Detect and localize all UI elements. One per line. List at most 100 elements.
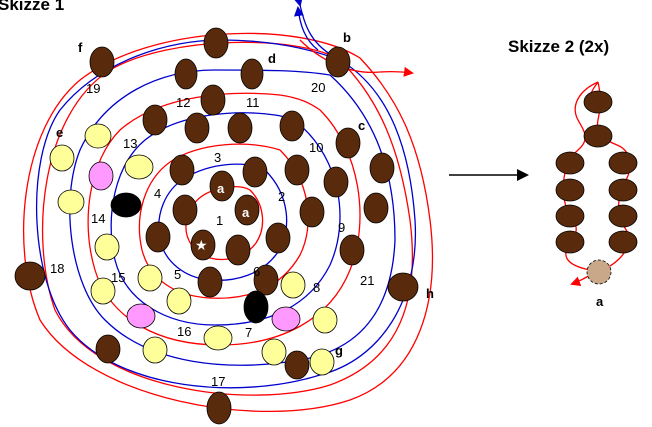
yellow-bead: [137, 264, 163, 292]
yellow-bead: [94, 233, 120, 261]
number-label: 12: [176, 95, 190, 110]
number-label: 21: [360, 273, 374, 288]
blue-thread-outer: [35, 0, 417, 389]
yellow-bead: [57, 189, 85, 215]
sketch2-bead-label: a: [596, 294, 604, 309]
star-marker: ★: [195, 238, 208, 254]
sketch2-brown-bead: [583, 90, 613, 114]
brown-bead: [363, 192, 389, 224]
brown-bead: [184, 112, 210, 144]
sketch2-brown-bead: [555, 204, 585, 228]
sketch2-tan-bead: [586, 259, 612, 285]
sketch2-brown-bead: [608, 230, 638, 254]
number-label: 14: [91, 211, 105, 226]
sketch2-brown-bead: [608, 204, 638, 228]
brown-bead: [95, 334, 121, 364]
letter-label-d: d: [268, 51, 276, 66]
number-label: 9: [338, 220, 345, 235]
brown-bead: [339, 234, 365, 266]
sketch2-brown-bead: [608, 151, 638, 175]
brown-bead: [240, 58, 264, 90]
bead-label-a: a: [242, 205, 250, 220]
blue-thread-end-top: [293, 6, 319, 51]
yellow-bead: [166, 287, 192, 315]
bead-label-a: a: [217, 181, 225, 196]
pink-bead: [88, 161, 114, 191]
sketch2-brown-bead: [555, 178, 585, 202]
brown-bead: [253, 264, 279, 296]
brown-bead: [335, 127, 361, 159]
brown-bead: [14, 261, 46, 291]
brown-bead: [299, 196, 325, 228]
brown-bead: [145, 221, 171, 253]
letter-label-e: e: [56, 125, 63, 140]
yellow-bead: [280, 271, 306, 299]
number-label: 8: [313, 280, 320, 295]
number-label: 15: [111, 270, 125, 285]
pink-bead: [126, 303, 156, 329]
black-bead: [243, 290, 269, 324]
brown-bead: [203, 27, 229, 59]
brown-bead: [325, 46, 351, 78]
sketch2-brown-bead: [555, 230, 585, 254]
number-label: 17: [211, 374, 225, 389]
number-label: 19: [86, 81, 100, 96]
brown-bead: [387, 272, 419, 302]
brown-bead-a: [209, 170, 235, 202]
number-labels: 1 2 3 4 5 6 7 8 9 10 11 12 13 14 15 16 1…: [50, 80, 374, 389]
sketch2-brown-bead: [608, 178, 638, 202]
brown-bead: [284, 154, 310, 186]
number-label: 20: [311, 80, 325, 95]
brown-bead: [200, 84, 226, 116]
yellow-bead: [90, 277, 116, 305]
brown-bead: [279, 110, 305, 142]
letter-label-c: c: [358, 118, 365, 133]
brown-bead: [169, 154, 195, 186]
letter-label-f: f: [78, 40, 83, 55]
brown-bead-star: [190, 229, 216, 261]
pink-bead: [271, 306, 301, 332]
number-label: 10: [309, 140, 323, 155]
brown-bead: [142, 104, 168, 136]
sketch2-brown-bead: [583, 124, 613, 148]
letter-label-h: h: [426, 286, 434, 301]
yellow-bead: [312, 306, 338, 334]
number-label: 5: [174, 267, 181, 282]
number-label: 7: [245, 325, 252, 340]
yellow-bead: [49, 144, 75, 172]
bead-layer: [14, 27, 419, 425]
number-label: 11: [246, 95, 260, 110]
number-label: 1: [216, 213, 223, 228]
sketch2-figure: a: [555, 81, 638, 309]
sketch2-title: Skizze 2 (2x): [508, 37, 609, 56]
blue-thread-outer-2: [69, 69, 396, 366]
brown-bead: [89, 46, 115, 78]
letter-labels: b c d e f g h: [56, 30, 434, 358]
yellow-bead: [142, 336, 168, 364]
brown-bead: [242, 156, 268, 188]
yellow-bead: [84, 123, 112, 149]
brown-bead: [174, 58, 198, 90]
number-label: 2: [278, 189, 285, 204]
letter-label-g: g: [335, 343, 343, 358]
sketch2-brown-bead: [555, 151, 585, 175]
number-label: 13: [123, 136, 137, 151]
yellow-bead: [261, 338, 287, 366]
red-thread-outer: [22, 32, 433, 413]
brown-bead: [265, 222, 291, 254]
red-thread-end-top: [299, 39, 414, 77]
number-label: 6: [253, 264, 260, 279]
yellow-bead: [309, 348, 335, 376]
number-label: 3: [214, 150, 221, 165]
number-label: 4: [154, 186, 161, 201]
brown-bead: [225, 234, 251, 266]
number-label: 16: [177, 324, 191, 339]
brown-bead: [206, 391, 232, 425]
brown-bead: [369, 152, 395, 184]
red-thread-inner: [138, 143, 309, 299]
black-bead: [110, 192, 142, 218]
brown-bead: [172, 194, 198, 226]
brown-bead: [323, 166, 349, 198]
